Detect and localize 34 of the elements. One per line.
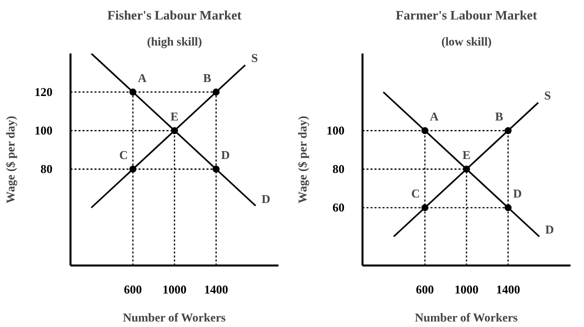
- annotation: A: [138, 71, 147, 86]
- y-tick-label: 100: [326, 124, 344, 138]
- y-tick-label: 60: [332, 200, 344, 215]
- annotation: E: [170, 110, 179, 124]
- y-tick-label: 80: [332, 162, 344, 176]
- x-tick-label: 1400: [496, 282, 520, 296]
- annotation: A: [430, 110, 439, 124]
- chart-title: Fisher's Labour Market: [107, 8, 242, 22]
- series-label: D: [545, 222, 554, 237]
- series-label: S: [251, 51, 258, 66]
- y-axis-title: Wage ($ per day): [4, 116, 18, 204]
- y-tick-label: 80: [40, 162, 52, 176]
- chart-subtitle: (low skill): [441, 34, 492, 48]
- annotation: E: [462, 148, 471, 162]
- annotation: B: [495, 110, 504, 124]
- annotation: B: [203, 71, 212, 86]
- series-label: D: [262, 192, 271, 206]
- y-axis-title: Wage ($ per day): [296, 116, 310, 204]
- x-tick-label: 1000: [162, 282, 186, 296]
- x-tick-label: 600: [124, 282, 142, 296]
- chart-subtitle: (high skill): [146, 34, 202, 48]
- annotation: C: [411, 186, 420, 201]
- y-tick-label: 100: [34, 124, 52, 138]
- x-axis-title: Number of Workers: [122, 310, 226, 324]
- annotation: D: [221, 148, 230, 162]
- series-label: S: [544, 88, 552, 103]
- chart-title: Farmer's Labour Market: [396, 8, 538, 22]
- x-tick-label: 1000: [454, 282, 478, 296]
- x-tick-label: 600: [416, 282, 434, 296]
- annotation: C: [119, 148, 128, 162]
- x-tick-label: 1400: [204, 282, 228, 296]
- y-tick-label: 120: [34, 85, 52, 100]
- x-axis-title: Number of Workers: [414, 310, 518, 324]
- annotation: D: [513, 186, 522, 201]
